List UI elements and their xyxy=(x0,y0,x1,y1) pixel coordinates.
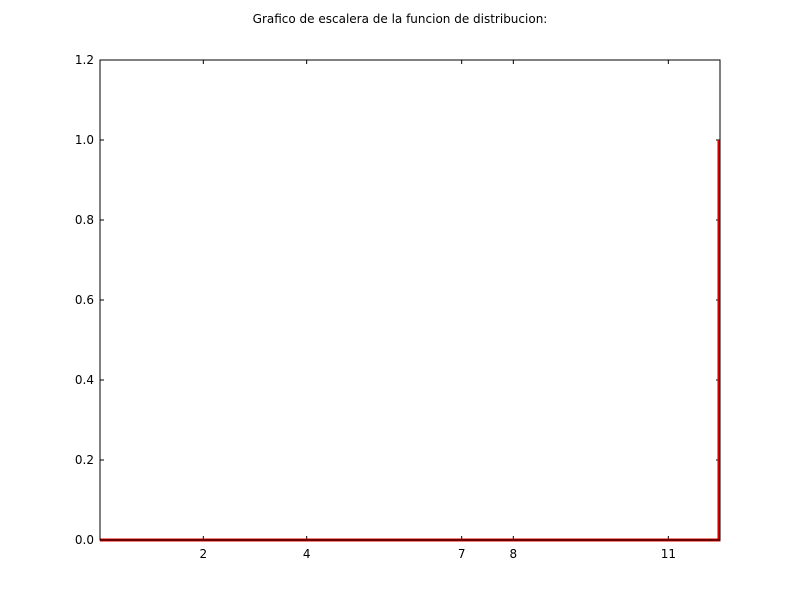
x-tick-label: 11 xyxy=(661,547,676,561)
x-tick-label: 7 xyxy=(458,547,466,561)
y-tick-label: 1.0 xyxy=(75,133,94,147)
series-line-edge xyxy=(101,140,721,541)
y-tick-label: 0.8 xyxy=(75,213,94,227)
axes-frame xyxy=(99,59,721,541)
y-tick-label: 0.0 xyxy=(75,533,94,547)
series-line xyxy=(100,140,721,542)
x-tick-label: 2 xyxy=(200,547,208,561)
y-tick-label: 1.2 xyxy=(75,53,94,67)
y-tick-label: 0.2 xyxy=(75,453,94,467)
y-tick-label: 0.6 xyxy=(75,293,94,307)
x-tick-label: 4 xyxy=(303,547,311,561)
x-tick-label: 8 xyxy=(510,547,518,561)
chart-title: Grafico de escalera de la funcion de dis… xyxy=(253,12,548,26)
axis-ticks: 2 4 7 8 11 0.0 0.2 0.4 0.6 0.8 1.0 1.2 xyxy=(75,53,720,561)
series-layer xyxy=(100,140,721,542)
y-tick-label: 0.4 xyxy=(75,373,94,387)
